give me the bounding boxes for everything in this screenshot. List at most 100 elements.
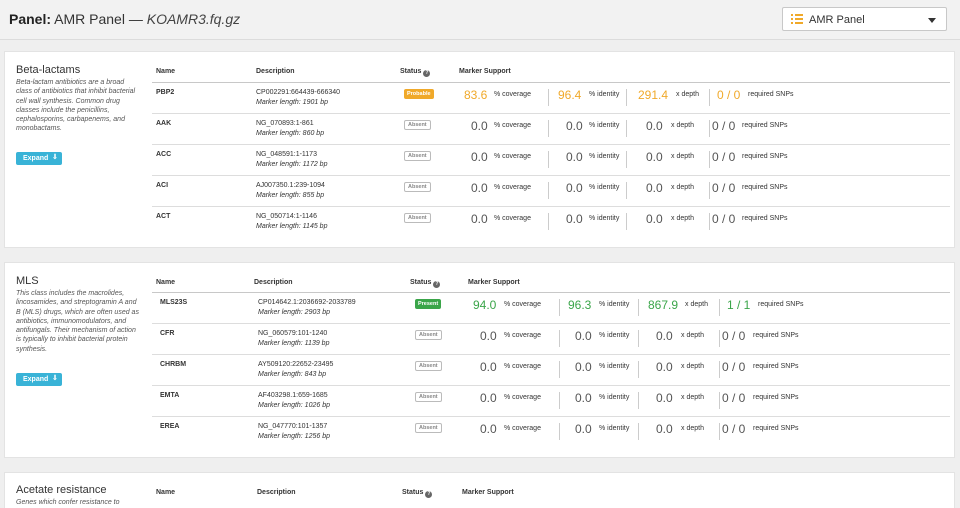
snps-label: required SNPs [753,332,799,339]
coverage-label: % coverage [494,91,531,98]
help-icon[interactable]: ? [423,70,431,77]
identity-value: 0.0 [566,212,583,226]
coverage-value: 83.6 [464,88,488,102]
depth-label: x depth [671,215,694,222]
gene-name: MLS23S [160,299,188,306]
gene-accession: AY509120:22652-23495 [258,361,334,368]
chevron-double-down-icon: ⇓ [52,375,58,382]
col-header-description: Description [257,489,296,496]
metric-divider [719,299,720,316]
table-header-divider [152,82,950,83]
status-badge: Absent [415,330,442,340]
marker-length: Marker length: 2903 bp [258,309,330,316]
coverage-label: % coverage [494,184,531,191]
identity-value: 0.0 [575,422,592,436]
identity-value: 0.0 [566,119,583,133]
snps-value: 0 / 0 [712,181,736,195]
snps-label: required SNPs [753,394,799,401]
identity-value: 0.0 [575,329,592,343]
gene-accession: AF403298.1:659-1685 [258,392,328,399]
col-header-marker-support: Marker Support [468,279,520,286]
metric-divider [709,182,710,199]
coverage-value: 0.0 [471,181,488,195]
col-header-marker-support: Marker Support [462,489,514,496]
depth-value: 0.0 [646,212,663,226]
expand-button[interactable]: Expand ⇓ [16,373,62,386]
depth-value: 291.4 [638,88,669,102]
col-header-status: Status? [410,279,441,288]
depth-label: x depth [681,363,704,370]
panel-label: Panel: [9,11,52,27]
coverage-label: % coverage [494,153,531,160]
row-divider [152,206,950,207]
metric-divider [548,120,549,137]
table-header-divider [152,292,950,293]
coverage-label: % coverage [504,332,541,339]
snps-label: required SNPs [742,122,788,129]
gene-name: ACI [156,182,169,189]
metric-divider [638,423,639,440]
metric-divider [548,151,549,168]
identity-label: % identity [589,153,620,160]
gene-accession: NG_047770:101-1357 [258,423,328,430]
table-row: EREA NG_047770:101-1357 Marker length: 125… [152,417,950,448]
depth-value: 0.0 [646,150,663,164]
class-card-acetate-resistance: Acetate resistance Genes which confer re… [4,472,955,508]
marker-length: Marker length: 855 bp [256,192,325,199]
metric-divider [626,213,627,230]
panel-name: AMR Panel [54,11,125,27]
depth-label: x depth [681,394,704,401]
gene-accession: CP002291:664439-666340 [256,89,341,96]
metric-divider [709,213,710,230]
row-divider [152,323,950,324]
identity-value: 0.0 [575,391,592,405]
status-badge: Absent [415,361,442,371]
row-divider [152,385,950,386]
row-divider [152,113,950,114]
snps-label: required SNPs [742,184,788,191]
help-icon[interactable]: ? [433,281,441,288]
coverage-label: % coverage [504,394,541,401]
table-row: EMTA AF403298.1:659-1685 Marker length: 10… [152,386,950,417]
metric-divider [638,330,639,347]
metric-divider [709,120,710,137]
title-separator: — [128,11,143,27]
metric-divider [719,361,720,378]
metric-divider [626,89,627,106]
panel-select-dropdown[interactable]: AMR Panel [782,7,947,31]
col-header-name: Name [156,489,176,496]
snps-value: 0 / 0 [712,212,736,226]
depth-value: 0.0 [656,422,673,436]
gene-accession: AJ007350.1:239-1094 [256,182,325,189]
table-row: PBP2 CP002291:664439-666340 Marker length:… [152,83,950,114]
table-row: CFR NG_060579:101-1240 Marker length: 1139… [152,324,950,355]
marker-length: Marker length: 1145 bp [256,223,328,230]
expand-button[interactable]: Expand ⇓ [16,152,62,165]
metric-divider [626,120,627,137]
caret-down-icon [928,18,936,23]
gene-name: AAK [156,120,172,127]
col-header-status-label: Status [402,489,424,496]
gene-accession: NG_050714:1-1146 [256,213,317,220]
coverage-label: % coverage [504,301,541,308]
snps-value: 0 / 0 [722,391,746,405]
coverage-label: % coverage [494,215,531,222]
status-badge: Absent [415,423,442,433]
gene-accession: CP014642.1:2036692-2033789 [258,299,356,306]
row-divider [152,175,950,176]
metric-divider [559,423,560,440]
table-row: ACC NG_048591:1-1173 Marker length: 1172 b… [152,145,950,176]
status-badge: Absent [404,213,431,223]
identity-value: 96.4 [558,88,582,102]
coverage-value: 0.0 [480,360,497,374]
help-icon[interactable]: ? [425,491,433,498]
table-row: ACT NG_050714:1-1146 Marker length: 1145 b… [152,207,950,238]
identity-value: 0.0 [566,150,583,164]
marker-length: Marker length: 1172 bp [256,161,328,168]
metric-divider [548,89,549,106]
coverage-label: % coverage [504,363,541,370]
metric-divider [638,299,639,316]
snps-value: 0 / 0 [722,329,746,343]
marker-length: Marker length: 860 bp [256,130,325,137]
identity-value: 0.0 [575,360,592,374]
